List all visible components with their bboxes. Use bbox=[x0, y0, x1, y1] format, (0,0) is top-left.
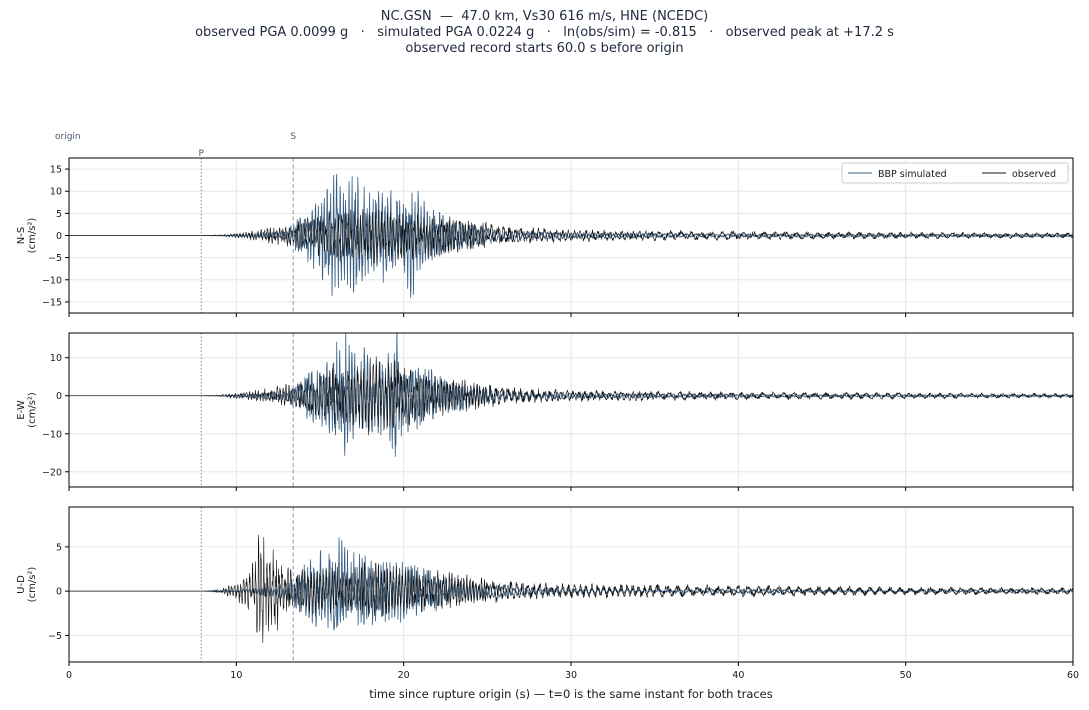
y-tick-label: −10 bbox=[42, 275, 62, 286]
observed-trace bbox=[69, 356, 1073, 436]
y-tick-label: 15 bbox=[50, 165, 62, 176]
x-tick-label: 50 bbox=[900, 670, 912, 681]
legend-box bbox=[841, 162, 1069, 184]
y-axis-label: U-D(cm/s²) bbox=[16, 567, 38, 603]
x-tick-label: 30 bbox=[565, 670, 577, 681]
y-tick-label: 10 bbox=[50, 353, 62, 364]
y-axis-unit: (cm/s²) bbox=[27, 567, 38, 603]
y-axis-component: E-W bbox=[16, 400, 27, 420]
y-tick-label: −5 bbox=[48, 631, 62, 642]
y-tick-label: 0 bbox=[56, 231, 62, 242]
y-axis-component: N-S bbox=[16, 227, 27, 244]
y-tick-label: 0 bbox=[56, 391, 62, 402]
p-marker-label: P bbox=[198, 149, 204, 159]
x-tick-label: 0 bbox=[66, 670, 72, 681]
origin-marker-label: origin bbox=[55, 132, 81, 142]
legend: BBP simulated observed bbox=[841, 162, 1069, 184]
y-axis-label: E-W(cm/s²) bbox=[16, 392, 38, 428]
observed-trace bbox=[69, 534, 1073, 643]
chart-title-line-1: NC.GSN — 47.0 km, Vs30 616 m/s, HNE (NCE… bbox=[380, 9, 709, 24]
x-tick-label: 40 bbox=[732, 670, 744, 681]
y-tick-label: −10 bbox=[42, 429, 62, 440]
x-axis-label: time since rupture origin (s) — t=0 is t… bbox=[369, 687, 773, 701]
legend-observed-label: observed bbox=[1012, 169, 1056, 180]
observed-trace bbox=[69, 208, 1073, 265]
y-axis-component: U-D bbox=[16, 575, 27, 594]
x-tick-label: 10 bbox=[230, 670, 242, 681]
y-tick-label: 5 bbox=[56, 209, 62, 220]
y-tick-label: 10 bbox=[50, 187, 62, 198]
y-tick-label: −20 bbox=[42, 467, 62, 478]
y-axis-unit: (cm/s²) bbox=[27, 392, 38, 428]
y-tick-label: −15 bbox=[42, 297, 62, 308]
y-tick-label: 0 bbox=[56, 587, 62, 598]
panel-2: 10 0 −10 −20 E-W(cm/s²) bbox=[16, 332, 1074, 491]
y-axis-label: N-S(cm/s²) bbox=[16, 218, 38, 254]
s-marker-label: S bbox=[290, 132, 296, 142]
x-tick-label: 60 bbox=[1067, 670, 1079, 681]
panel-3: 5 0 −5 U-D(cm/s²) bbox=[16, 506, 1074, 666]
chart-title-line-3: observed record starts 60.0 s before ori… bbox=[405, 41, 684, 56]
legend-simulated-label: BBP simulated bbox=[878, 169, 947, 180]
chart-title-line-2: observed PGA 0.0099 g · simulated PGA 0.… bbox=[195, 25, 894, 40]
x-tick-label: 20 bbox=[398, 670, 410, 681]
y-tick-label: 5 bbox=[56, 542, 62, 553]
y-axis-unit: (cm/s²) bbox=[27, 218, 38, 254]
panel-1: 15 10 5 0 −5 −10 −15 N-S(cm/s²) bbox=[16, 157, 1074, 317]
y-tick-label: −5 bbox=[48, 253, 62, 264]
